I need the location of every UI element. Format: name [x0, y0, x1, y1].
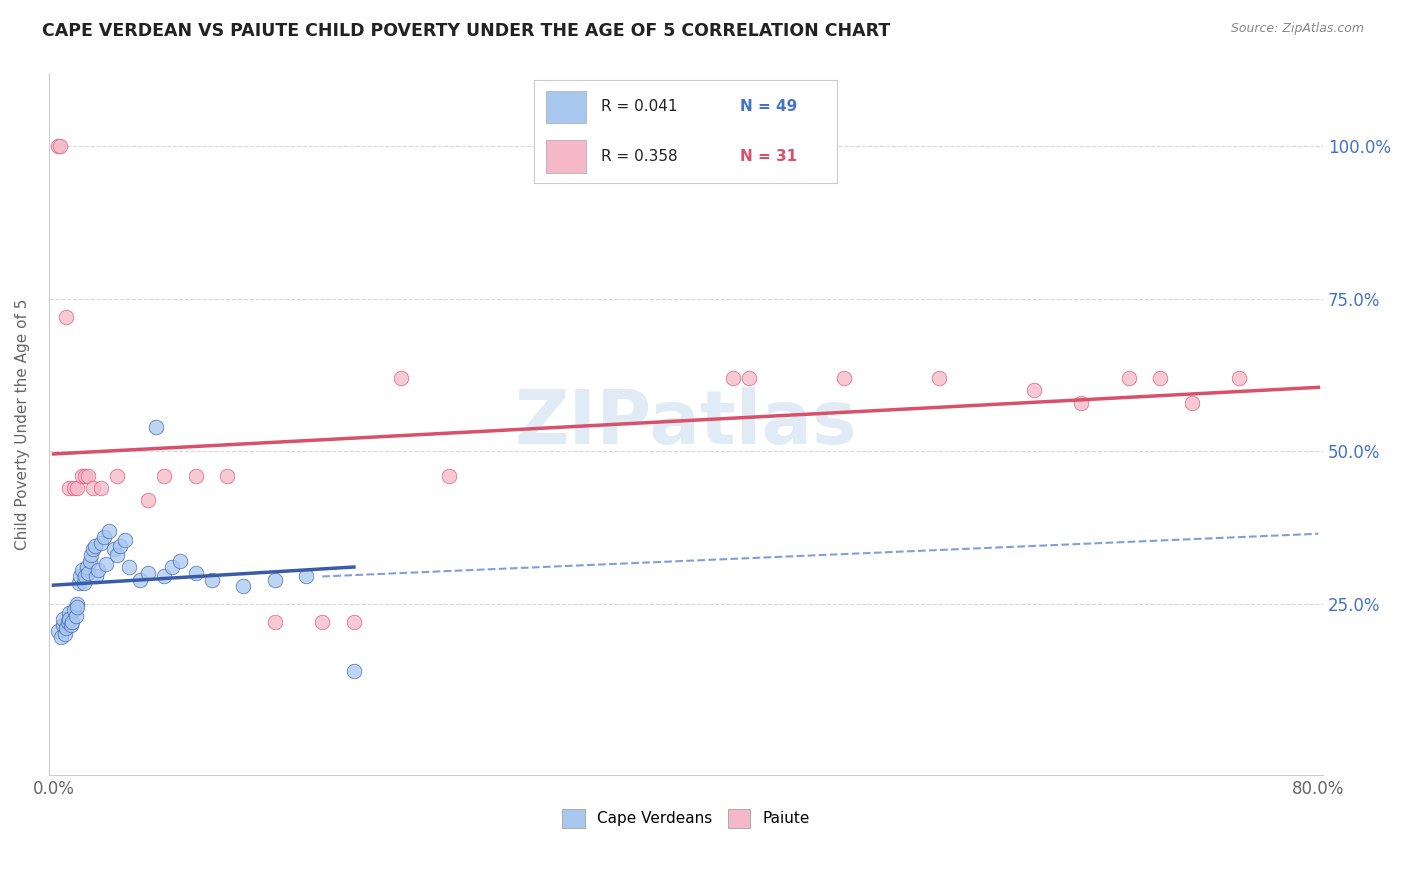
- Point: [105, 548, 128, 562]
- Point: [832, 371, 855, 385]
- Point: [51, 631, 73, 645]
- Point: [52, 612, 75, 626]
- Point: [76, 560, 98, 574]
- Point: [53, 627, 76, 641]
- Point: [145, 420, 167, 434]
- Point: [63, 481, 86, 495]
- Text: N = 31: N = 31: [740, 149, 797, 164]
- Point: [1070, 395, 1092, 409]
- Point: [153, 468, 176, 483]
- Point: [75, 468, 97, 483]
- Point: [1149, 371, 1171, 385]
- Point: [49, 139, 72, 153]
- Point: [58, 606, 80, 620]
- Point: [55, 310, 77, 324]
- Point: [928, 371, 950, 385]
- Point: [311, 615, 333, 630]
- Point: [723, 371, 745, 385]
- Point: [52, 618, 75, 632]
- Point: [93, 530, 115, 544]
- Point: [343, 664, 366, 678]
- Point: [138, 566, 160, 581]
- Point: [738, 371, 761, 385]
- Point: [70, 563, 93, 577]
- Point: [77, 468, 100, 483]
- Point: [82, 541, 104, 556]
- Point: [103, 541, 125, 556]
- Point: [1022, 384, 1045, 398]
- Point: [1118, 371, 1140, 385]
- Y-axis label: Child Poverty Under the Age of 5: Child Poverty Under the Age of 5: [15, 298, 30, 549]
- Point: [46, 624, 69, 639]
- Point: [118, 560, 141, 574]
- Point: [153, 569, 176, 583]
- Point: [87, 563, 110, 577]
- Point: [58, 612, 80, 626]
- Point: [70, 468, 93, 483]
- Point: [46, 139, 69, 153]
- Text: N = 49: N = 49: [740, 99, 797, 114]
- Point: [67, 575, 90, 590]
- Point: [295, 569, 318, 583]
- Point: [389, 371, 412, 385]
- Point: [160, 560, 183, 574]
- Point: [129, 573, 152, 587]
- Point: [66, 597, 89, 611]
- Point: [63, 603, 86, 617]
- Point: [94, 558, 117, 572]
- Text: R = 0.358: R = 0.358: [600, 149, 678, 164]
- Point: [184, 566, 207, 581]
- Point: [77, 566, 100, 581]
- Point: [58, 481, 80, 495]
- Point: [105, 468, 128, 483]
- Point: [90, 481, 112, 495]
- Point: [84, 569, 107, 583]
- Point: [80, 548, 103, 562]
- Point: [82, 481, 104, 495]
- Point: [108, 539, 131, 553]
- Point: [184, 468, 207, 483]
- Point: [437, 468, 460, 483]
- FancyBboxPatch shape: [547, 91, 586, 123]
- FancyBboxPatch shape: [547, 140, 586, 173]
- Point: [263, 573, 285, 587]
- Point: [97, 524, 120, 538]
- Point: [138, 493, 160, 508]
- Text: CAPE VERDEAN VS PAIUTE CHILD POVERTY UNDER THE AGE OF 5 CORRELATION CHART: CAPE VERDEAN VS PAIUTE CHILD POVERTY UND…: [42, 22, 890, 40]
- Point: [263, 615, 285, 630]
- Point: [217, 468, 239, 483]
- Point: [1227, 371, 1250, 385]
- Point: [55, 621, 77, 635]
- Point: [59, 618, 82, 632]
- Point: [169, 554, 191, 568]
- Point: [232, 579, 254, 593]
- Point: [83, 539, 105, 553]
- Point: [114, 533, 136, 547]
- Point: [66, 599, 89, 614]
- Point: [90, 536, 112, 550]
- Point: [66, 481, 89, 495]
- Point: [201, 573, 224, 587]
- Point: [1181, 395, 1204, 409]
- Point: [343, 615, 366, 630]
- Point: [56, 615, 79, 630]
- Point: [62, 615, 84, 630]
- Text: R = 0.041: R = 0.041: [600, 99, 678, 114]
- Point: [65, 609, 87, 624]
- Point: [75, 569, 97, 583]
- Point: [69, 569, 91, 583]
- Text: ZIPatlas: ZIPatlas: [515, 387, 858, 460]
- Text: Source: ZipAtlas.com: Source: ZipAtlas.com: [1230, 22, 1364, 36]
- Point: [72, 575, 94, 590]
- Legend: Cape Verdeans, Paiute: Cape Verdeans, Paiute: [555, 803, 815, 834]
- Point: [79, 554, 101, 568]
